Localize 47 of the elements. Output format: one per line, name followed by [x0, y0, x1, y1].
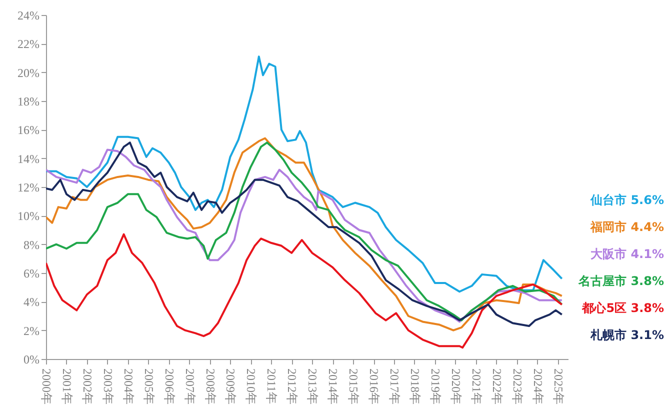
y-tick-label: 24% — [18, 8, 40, 22]
y-tick-label: 4% — [24, 295, 40, 310]
y-tick-label: 12% — [18, 180, 40, 194]
y-tick-label: 2% — [24, 324, 40, 338]
x-tick-label: 2014年 — [326, 368, 340, 404]
x-tick-label: 2020年 — [448, 368, 463, 404]
x-tick-label: 2018年 — [408, 368, 422, 404]
y-tick-label: 22% — [18, 37, 40, 52]
series-label: 都心5区 3.8% — [581, 301, 664, 315]
x-tick-label: 2023年 — [510, 368, 524, 404]
x-tick-label: 2021年 — [469, 368, 484, 404]
y-tick-label: 6% — [24, 266, 40, 280]
x-tick-label: 2003年 — [100, 368, 115, 404]
y-tick-label: 0% — [24, 352, 40, 366]
y-tick-label: 8% — [24, 238, 40, 252]
x-tick-label: 2015年 — [346, 368, 361, 404]
x-tick-label: 2017年 — [388, 368, 402, 404]
x-tick-label: 2004年 — [121, 368, 136, 404]
y-tick-label: 14% — [18, 152, 40, 166]
series-label: 名古屋市 3.8% — [578, 274, 664, 288]
x-tick-label: 2002年 — [80, 368, 94, 404]
x-tick-label: 2019年 — [428, 368, 442, 404]
x-tick-label: 2024年 — [530, 368, 545, 404]
text: 大阪市 4.1% — [590, 247, 664, 261]
text: 札幌市 3.1% — [590, 328, 664, 342]
x-tick-label: 2000年 — [40, 368, 54, 404]
y-tick-label: 20% — [18, 66, 40, 80]
x-tick-label: 2001年 — [60, 368, 74, 404]
y-tick-label: 16% — [18, 123, 40, 138]
x-tick-label: 2022年 — [490, 368, 504, 404]
text: 福岡市 4.4% — [590, 220, 664, 234]
x-tick-label: 2016年 — [367, 368, 382, 404]
x-tick-label: 2008年 — [203, 368, 218, 404]
x-tick-label: 2009年 — [224, 368, 238, 404]
x-tick-label: 2007年 — [182, 368, 197, 404]
x-tick-label: 2012年 — [285, 368, 300, 404]
line-series — [46, 233, 563, 349]
x-tick-label: 2010年 — [244, 368, 258, 404]
x-tick-label: 2011年 — [264, 368, 279, 404]
x-tick-label: 2006年 — [162, 368, 176, 404]
y-tick-label: 18% — [18, 94, 40, 108]
x-tick-label: 2005年 — [142, 368, 156, 404]
x-tick-label: 2013年 — [306, 368, 320, 404]
y-tick-label: 10% — [18, 209, 40, 224]
x-tick-label: 2025年 — [551, 368, 566, 404]
line-series — [46, 56, 563, 293]
text: 仙台市 5.6% — [590, 193, 664, 207]
